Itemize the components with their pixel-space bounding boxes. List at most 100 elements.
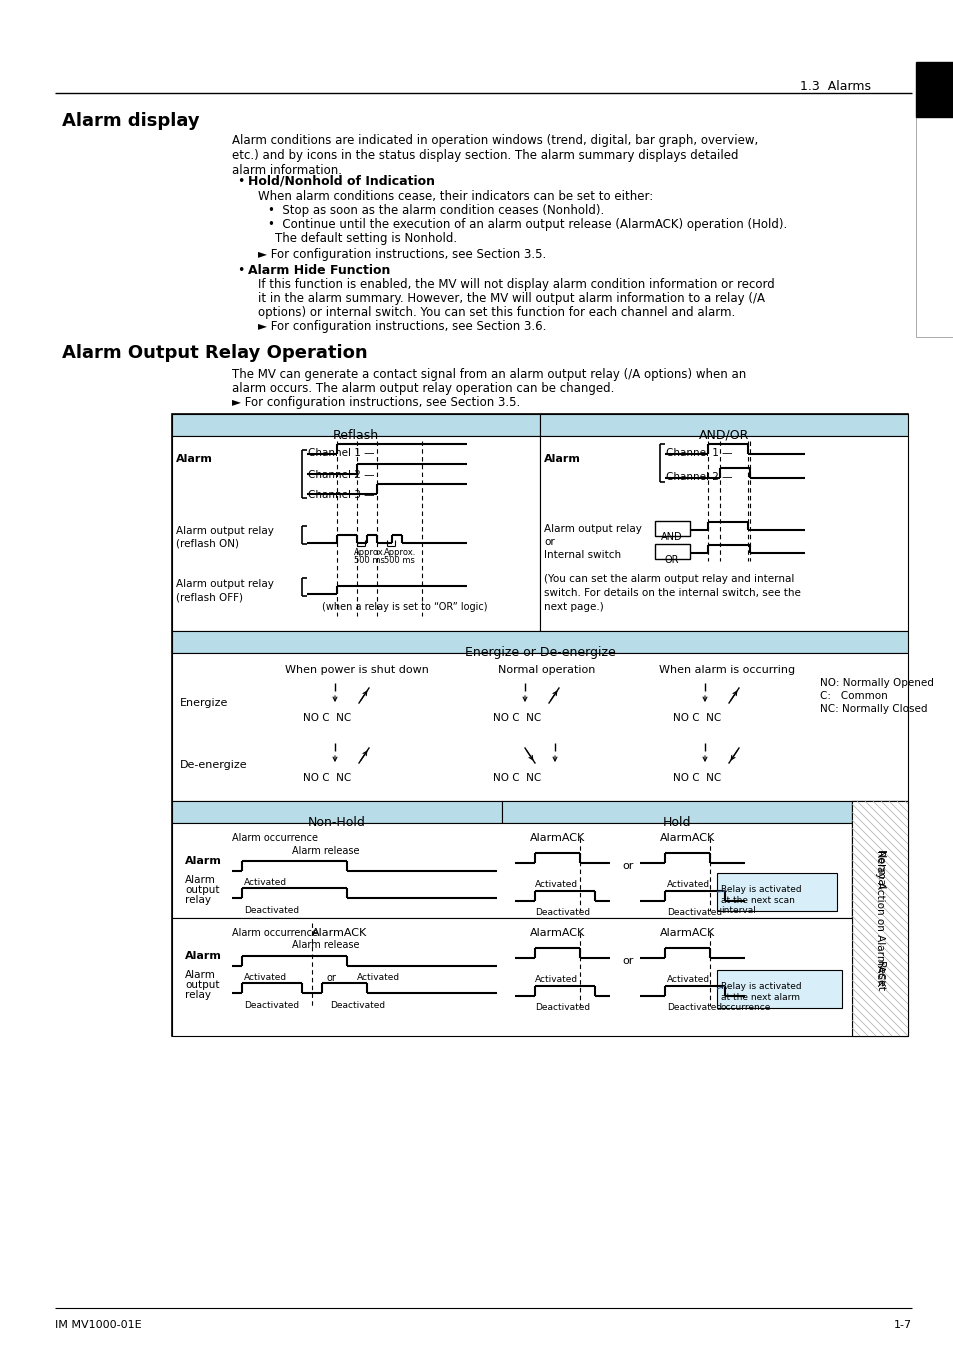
Text: Relay is activated: Relay is activated	[720, 886, 801, 894]
Text: Relay Action on AlarmACK: Relay Action on AlarmACK	[874, 850, 884, 986]
Text: output: output	[185, 886, 219, 895]
Text: Deactivated: Deactivated	[535, 909, 590, 917]
Bar	[655, 544, 689, 559]
Bar	[172, 801, 501, 824]
Text: •  Continue until the execution of an alarm output release (AlarmACK) operation : • Continue until the execution of an ala…	[268, 217, 786, 231]
Text: Deactivated: Deactivated	[666, 909, 721, 917]
Text: AND/OR: AND/OR	[699, 429, 748, 441]
Text: relay: relay	[185, 990, 211, 1000]
Text: ► For configuration instructions, see Section 3.6.: ► For configuration instructions, see Se…	[257, 320, 546, 333]
Text: Deactivated: Deactivated	[330, 1000, 385, 1010]
Text: (reflash ON): (reflash ON)	[175, 539, 239, 549]
Text: Relay is activated: Relay is activated	[720, 981, 801, 991]
Text: Alarm occurrence: Alarm occurrence	[232, 927, 317, 938]
Text: NO C  NC: NO C NC	[302, 713, 351, 724]
Text: etc.) and by icons in the status display section. The alarm summary displays det: etc.) and by icons in the status display…	[232, 148, 738, 162]
Text: C:   Common: C: Common	[820, 691, 887, 701]
Text: 500 ms: 500 ms	[384, 556, 415, 566]
Text: AlarmACK: AlarmACK	[530, 927, 584, 938]
Text: De-energize: De-energize	[180, 760, 248, 770]
Text: When alarm is occurring: When alarm is occurring	[659, 666, 794, 675]
Text: AlarmACK: AlarmACK	[659, 833, 715, 842]
Text: Activated: Activated	[244, 973, 287, 981]
Text: (when a relay is set to “OR” logic): (when a relay is set to “OR” logic)	[322, 602, 487, 612]
Text: •: •	[237, 176, 253, 188]
Text: Alarm: Alarm	[543, 454, 580, 464]
Text: NO C  NC: NO C NC	[672, 774, 720, 783]
Text: or: or	[621, 956, 633, 967]
Bar	[717, 873, 836, 911]
Text: Reset: Reset	[874, 961, 884, 992]
Bar	[172, 630, 907, 653]
Text: Alarm output relay: Alarm output relay	[175, 526, 274, 536]
Text: Alarm occurrence: Alarm occurrence	[232, 833, 317, 842]
Text: When power is shut down: When power is shut down	[285, 666, 429, 675]
Text: (reflash OFF): (reflash OFF)	[175, 593, 243, 602]
Text: interval: interval	[720, 906, 755, 915]
Text: Channel 2 —: Channel 2 —	[308, 470, 375, 481]
Text: or: or	[543, 537, 554, 547]
Text: switch. For details on the internal switch, see the: switch. For details on the internal swit…	[543, 589, 800, 598]
Text: NO C  NC: NO C NC	[493, 713, 540, 724]
Bar	[172, 824, 851, 918]
Text: NO: Normally Opened: NO: Normally Opened	[820, 678, 933, 688]
Text: Alarm release: Alarm release	[292, 940, 359, 950]
Text: or: or	[621, 861, 633, 871]
Text: NO C  NC: NO C NC	[493, 774, 540, 783]
Text: Activated: Activated	[535, 880, 578, 890]
Text: Deactivated: Deactivated	[244, 906, 299, 915]
Text: Approx.: Approx.	[384, 548, 416, 558]
Text: NC: Normally Closed: NC: Normally Closed	[820, 703, 926, 714]
Bar	[172, 414, 539, 436]
Bar	[539, 436, 907, 630]
Text: Activated: Activated	[356, 973, 399, 981]
Text: (You can set the alarm output relay and internal: (You can set the alarm output relay and …	[543, 574, 794, 585]
Bar	[717, 971, 841, 1008]
Text: Deactivated: Deactivated	[244, 1000, 299, 1010]
Text: Alarm output relay: Alarm output relay	[543, 524, 641, 535]
Text: Alarm: Alarm	[175, 454, 213, 464]
Text: ► For configuration instructions, see Section 3.5.: ► For configuration instructions, see Se…	[257, 248, 546, 261]
Text: at the next scan: at the next scan	[720, 896, 794, 905]
Bar	[172, 414, 907, 1035]
Text: Alarm Hide Function: Alarm Hide Function	[248, 265, 390, 277]
Text: •  Stop as soon as the alarm condition ceases (Nonhold).: • Stop as soon as the alarm condition ce…	[268, 204, 603, 217]
Text: Energize or De-energize: Energize or De-energize	[464, 647, 615, 659]
Bar	[655, 521, 689, 536]
Bar	[539, 414, 907, 436]
Text: alarm occurs. The alarm output relay operation can be changed.: alarm occurs. The alarm output relay ope…	[232, 382, 614, 396]
Text: •: •	[237, 265, 253, 277]
Text: alarm information.: alarm information.	[232, 163, 341, 177]
Text: at the next alarm: at the next alarm	[720, 994, 800, 1002]
Text: NO C  NC: NO C NC	[672, 713, 720, 724]
Text: Alarm: Alarm	[185, 856, 222, 865]
Text: Deactivated: Deactivated	[535, 1003, 590, 1012]
Text: Normal operation: Normal operation	[497, 666, 595, 675]
Text: options) or internal switch. You can set this function for each channel and alar: options) or internal switch. You can set…	[257, 306, 735, 319]
Text: next page.): next page.)	[543, 602, 603, 612]
Bar	[172, 436, 539, 630]
Text: Activated: Activated	[244, 878, 287, 887]
Text: AlarmACK: AlarmACK	[530, 833, 584, 842]
Text: Energize: Energize	[180, 698, 228, 707]
Text: Approx.: Approx.	[354, 548, 386, 558]
Text: Activated: Activated	[535, 975, 578, 984]
Text: Alarm release: Alarm release	[292, 846, 359, 856]
Bar	[172, 653, 907, 801]
Text: 1: 1	[925, 63, 943, 86]
Text: Reflash: Reflash	[333, 429, 378, 441]
Text: Hold/Nonhold of Indication: Hold/Nonhold of Indication	[248, 176, 435, 188]
Text: AND: AND	[660, 532, 682, 541]
Text: 1.3  Alarms: 1.3 Alarms	[800, 80, 870, 93]
Text: AlarmACK: AlarmACK	[659, 927, 715, 938]
Bar	[501, 801, 851, 824]
Text: The MV can generate a contact signal from an alarm output relay (/A options) whe: The MV can generate a contact signal fro…	[232, 369, 745, 381]
Bar	[915, 62, 953, 117]
Text: Channel 2 —: Channel 2 —	[665, 472, 732, 482]
Text: Hold: Hold	[662, 815, 691, 829]
Text: Activated: Activated	[666, 880, 709, 890]
Bar	[851, 801, 907, 1035]
Text: Alarm: Alarm	[185, 950, 222, 961]
Text: Alarm output relay: Alarm output relay	[175, 579, 274, 589]
Text: NO C  NC: NO C NC	[302, 774, 351, 783]
